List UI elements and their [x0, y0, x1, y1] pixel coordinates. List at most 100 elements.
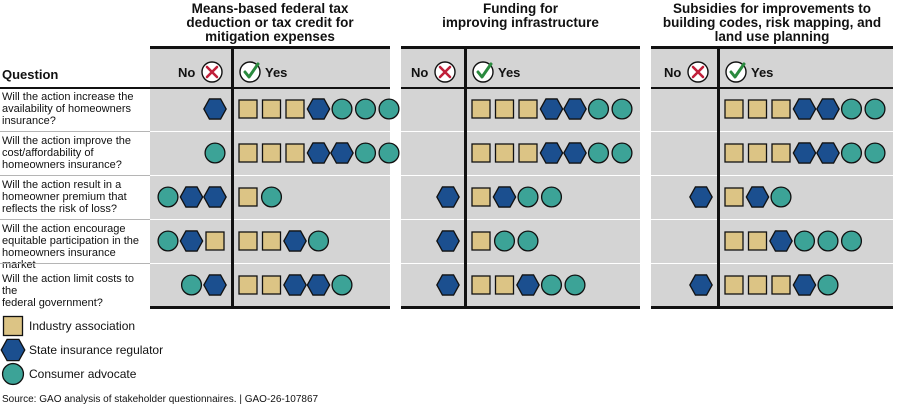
yes-mark-industry [747, 99, 768, 119]
panel-title-line: mitigation expenses [205, 29, 335, 44]
yes-mark-industry [494, 143, 515, 163]
question-line: reflects the risk of loss? [2, 203, 117, 215]
panel-background [150, 46, 390, 308]
no-mark-consumer [204, 142, 226, 164]
yes-mark-regulator [792, 274, 817, 296]
yes-mark-industry [261, 143, 282, 163]
question-line: Will the action limit costs to the [2, 273, 135, 297]
row-separator [651, 175, 893, 176]
legend-label: Industry association [29, 319, 136, 333]
yes-mark-regulator [539, 142, 564, 164]
yes-mark-industry [471, 231, 491, 251]
question-line: Will the action increase the [2, 91, 134, 103]
check-mark-icon [476, 62, 493, 79]
no-mark-regulator [179, 230, 204, 252]
yes-mark-industry [238, 187, 258, 207]
question-label: Will the action improve the cost/affordab… [2, 135, 150, 171]
no-label: No [664, 65, 682, 80]
yes-mark-consumer [540, 186, 563, 208]
panel-top-rule [150, 46, 390, 49]
question-separator [0, 175, 150, 176]
yes-mark-regulator [306, 274, 331, 296]
legend-hexagon-icon [0, 338, 26, 362]
panel-top-rule [651, 46, 893, 49]
question-separator [0, 131, 150, 132]
no-mark-regulator [689, 274, 713, 296]
yes-mark-industry [771, 99, 791, 119]
yes-mark-regulator [539, 98, 564, 120]
yes-mark-industry [285, 143, 305, 163]
question-line: homeowner premium that [2, 191, 127, 203]
question-separator [0, 219, 150, 220]
yes-mark-industry [494, 99, 515, 119]
question-line: federal government? [2, 297, 103, 309]
yes-mark-industry [724, 275, 744, 295]
no-mark-regulator [689, 186, 713, 208]
yes-mark-industry [261, 99, 282, 119]
yes-mark-regulator [769, 230, 793, 252]
panel-bottom-rule [651, 306, 893, 309]
yes-mark-industry [471, 187, 491, 207]
no-mark-regulator [179, 186, 204, 208]
panel-top-rule [401, 46, 640, 49]
legend-label: State insurance regulator [29, 343, 164, 357]
yes-mark-industry [724, 231, 744, 251]
panel-title-line: building codes, risk mapping, and [662, 15, 882, 30]
yes-mark-industry [771, 275, 791, 295]
yes-mark-consumer [354, 142, 377, 164]
yes-mark-regulator [816, 142, 840, 164]
question-line: cost/affordability of [2, 147, 94, 159]
no-mark-regulator [203, 98, 227, 120]
question-label: Will the action encourage equitable parti… [2, 223, 150, 271]
yes-mark-consumer [864, 142, 886, 164]
row-separator [150, 175, 390, 176]
yes-mark-consumer [611, 98, 633, 120]
question-line: homeowners insurance? [2, 159, 122, 171]
yes-mark-industry [724, 99, 744, 119]
no-mark-regulator [203, 186, 227, 208]
yes-mark-consumer [354, 98, 377, 120]
no-mark-consumer [157, 186, 179, 208]
panel-bottom-rule [401, 306, 640, 309]
panel-header-rule [150, 87, 390, 89]
yes-mark-industry [238, 143, 258, 163]
yes-mark-consumer [493, 230, 516, 252]
question-line: equitable participation in the [2, 235, 139, 247]
yes-mark-consumer [817, 230, 839, 252]
yes-mark-regulator [492, 186, 517, 208]
yes-mark-industry [238, 99, 258, 119]
yes-mark-industry [518, 99, 538, 119]
yes-mark-consumer [331, 98, 353, 120]
yes-mark-regulator [283, 230, 307, 252]
yes-mark-industry [747, 275, 768, 295]
yes-mark-industry [747, 143, 768, 163]
no-mark-industry [205, 231, 225, 251]
no-yes-divider [464, 49, 467, 306]
question-label: Will the action limit costs to the federa… [2, 273, 150, 309]
question-line: insurance? [2, 115, 56, 127]
yes-mark-regulator [306, 142, 331, 164]
panel-title: Subsidies for improvements to building co… [631, 2, 900, 44]
check-mark-icon [243, 62, 260, 79]
no-mark-regulator [203, 274, 227, 296]
yes-mark-regulator [283, 274, 307, 296]
yes-label: Yes [265, 65, 288, 80]
panel-title-line: improving infrastructure [442, 15, 599, 30]
panel-title-line: Funding for [483, 1, 558, 16]
yes-mark-regulator [516, 274, 540, 296]
no-mark-regulator [436, 186, 460, 208]
yes-mark-consumer [378, 142, 400, 164]
question-header: Question [2, 67, 59, 82]
panel-title-line: deduction or tax credit for [186, 15, 354, 30]
no-yes-divider [717, 49, 720, 306]
yes-mark-consumer [840, 230, 863, 252]
panel-background [401, 46, 640, 308]
yes-mark-consumer [587, 98, 610, 120]
yes-label: Yes [751, 65, 774, 80]
no-mark-consumer [157, 230, 179, 252]
question-line: Will the action improve the [2, 135, 131, 147]
row-separator [150, 131, 390, 132]
yes-mark-consumer [307, 230, 330, 252]
yes-mark-regulator [563, 98, 587, 120]
row-separator [651, 131, 893, 132]
